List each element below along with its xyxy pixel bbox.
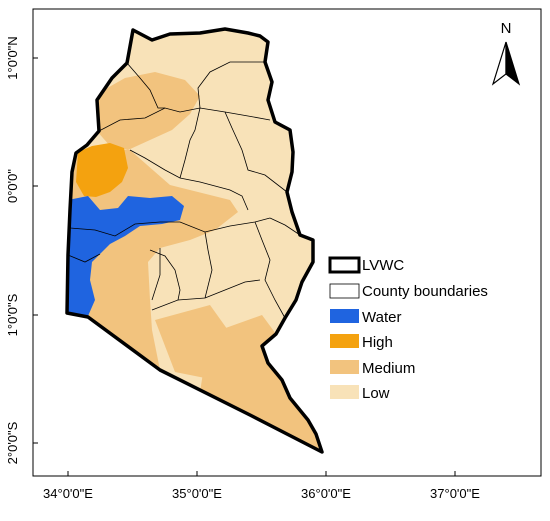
y-axis <box>33 57 38 444</box>
lvwc-outline <box>65 27 324 454</box>
y-tick-label: 1°0'0"N <box>5 36 20 79</box>
legend-label-medium: Medium <box>362 360 415 377</box>
y-tick-label: 2°0'0"S <box>5 421 20 464</box>
legend-swatch-water <box>330 309 359 323</box>
high-zone <box>76 143 128 197</box>
y-tick-label: 1°0'0"S <box>5 293 20 336</box>
legend-label-county: County boundaries <box>362 283 488 300</box>
legend-swatch-county <box>329 283 360 299</box>
legend-swatch-medium <box>330 360 359 374</box>
legend-swatch-low <box>330 385 359 399</box>
legend-label-water: Water <box>362 309 401 326</box>
medium-zone-south <box>200 315 322 452</box>
legend-label-high: High <box>362 334 393 351</box>
north-label: N <box>501 20 512 37</box>
medium-zone-south-2 <box>155 305 235 380</box>
map-frame <box>32 8 542 477</box>
x-tick-label: 34°0'0"E <box>43 486 93 501</box>
legend-swatch-lvwc <box>328 256 361 274</box>
legend-label-low: Low <box>362 385 390 402</box>
county-boundaries <box>67 61 301 319</box>
x-tick-label: 37°0'0"E <box>430 486 480 501</box>
x-tick-label: 36°0'0"E <box>301 486 351 501</box>
legend-swatch-high <box>330 334 359 348</box>
north-arrow-icon: N <box>491 20 521 86</box>
medium-zone-west <box>67 150 238 370</box>
medium-zone-north <box>95 72 200 150</box>
legend: LVWC County boundaries Water High Medium… <box>328 256 488 402</box>
x-tick-label: 35°0'0"E <box>172 486 222 501</box>
x-axis <box>67 471 456 476</box>
y-tick-label: 0°0'0" <box>5 169 20 203</box>
legend-label-lvwc: LVWC <box>362 257 404 274</box>
water-zone <box>67 196 184 316</box>
